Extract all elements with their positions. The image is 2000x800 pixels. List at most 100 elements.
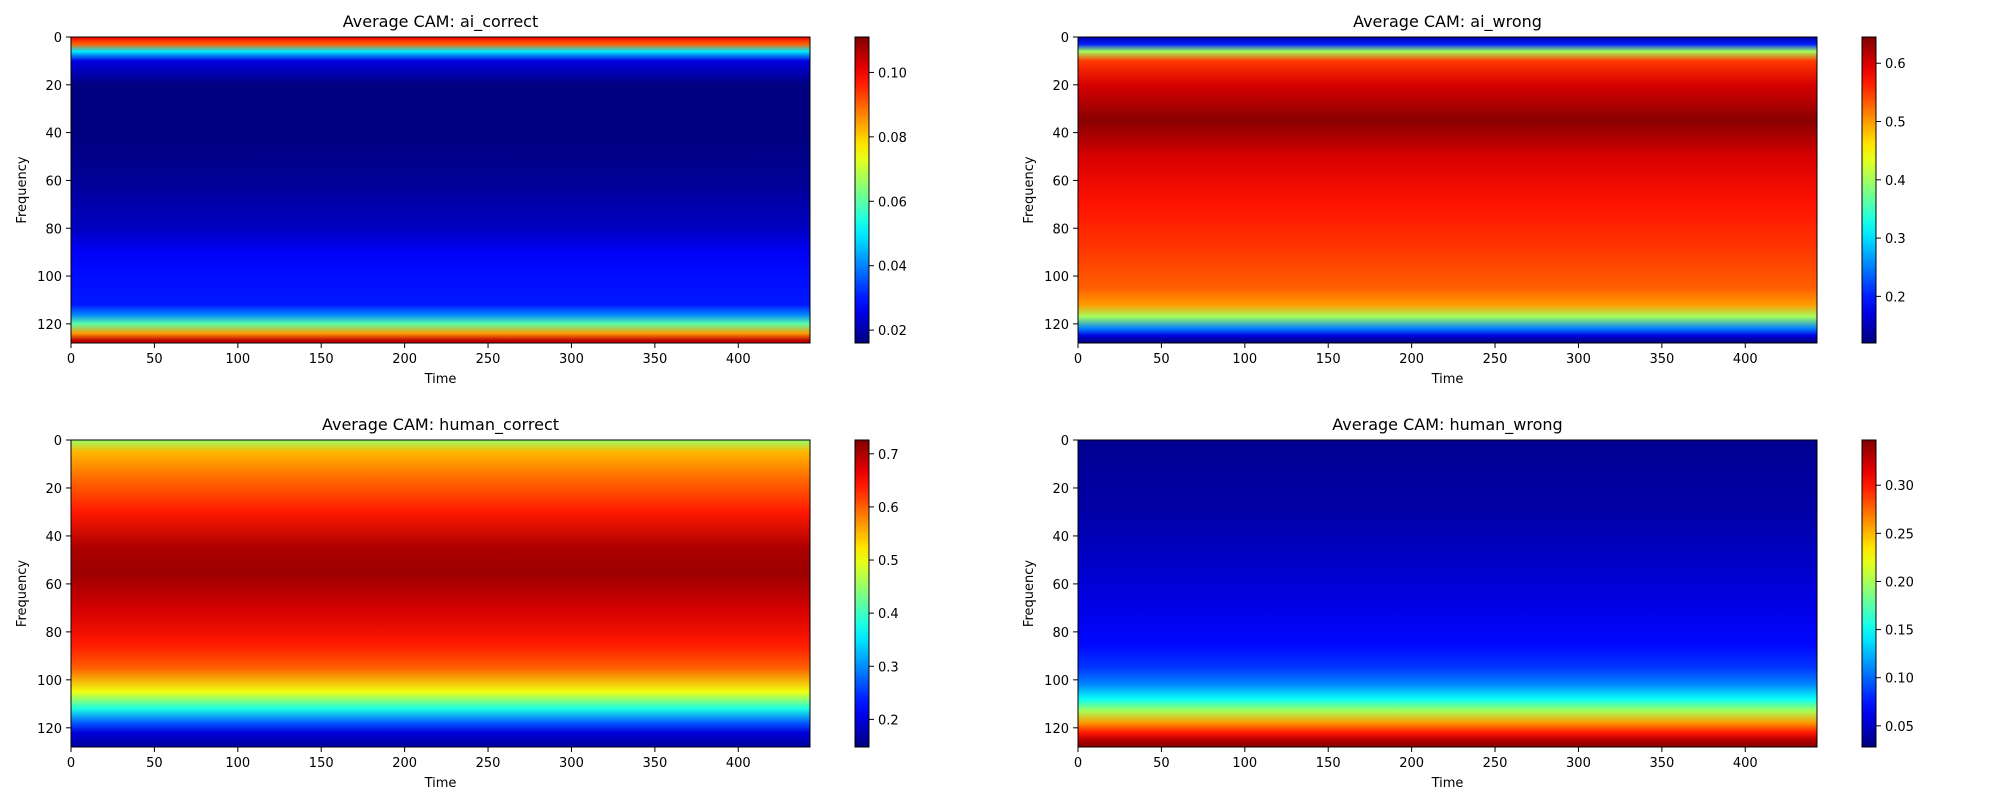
colorbar-tick-label: 0.6 bbox=[1885, 57, 1906, 72]
y-tick-label: 20 bbox=[45, 79, 62, 94]
y-axis-label: Frequency bbox=[1022, 156, 1037, 223]
y-tick-label: 40 bbox=[45, 530, 62, 545]
colorbar-tick-label: 0.2 bbox=[1885, 290, 1906, 305]
x-tick-label: 400 bbox=[1733, 352, 1758, 367]
x-tick-label: 300 bbox=[1566, 756, 1591, 771]
y-tick-label: 120 bbox=[1044, 722, 1069, 737]
heatmap-image bbox=[71, 37, 810, 343]
x-tick-label: 50 bbox=[1153, 756, 1170, 771]
colorbar-tick-label: 0.6 bbox=[878, 501, 899, 516]
y-axis-label: Frequency bbox=[15, 560, 30, 627]
y-tick-label: 20 bbox=[1052, 482, 1069, 497]
x-tick-label: 100 bbox=[1232, 756, 1257, 771]
axes-frame bbox=[70, 439, 811, 748]
x-tick-label: 250 bbox=[1483, 352, 1508, 367]
x-tick-label: 150 bbox=[309, 756, 334, 771]
y-tick-label: 60 bbox=[45, 174, 62, 189]
x-tick-label: 150 bbox=[309, 352, 334, 367]
subplot-4: Average CAM: human_wrong 0 50 100 150 200 250 3… bbox=[1022, 415, 1914, 791]
colorbar-tick-label: 0.5 bbox=[878, 554, 899, 569]
x-tick-label: 250 bbox=[1483, 756, 1508, 771]
colorbar bbox=[1861, 36, 1877, 344]
colorbar-tick-label: 0.02 bbox=[878, 324, 907, 339]
y-tick-label: 40 bbox=[1052, 530, 1069, 545]
y-tick-label: 80 bbox=[1052, 222, 1069, 237]
x-tick-label: 350 bbox=[1649, 352, 1674, 367]
y-tick-label: 120 bbox=[37, 722, 62, 737]
x-tick-label: 150 bbox=[1316, 756, 1341, 771]
x-tick-label: 350 bbox=[642, 352, 667, 367]
axes-frame bbox=[1077, 439, 1818, 748]
y-tick-label: 60 bbox=[1052, 174, 1069, 189]
y-tick-label: 100 bbox=[1044, 270, 1069, 285]
y-tick-label: 0 bbox=[1061, 31, 1069, 46]
y-tick-label: 0 bbox=[54, 31, 62, 46]
axes-frame bbox=[1077, 36, 1818, 344]
colorbar-tick-label: 0.25 bbox=[1885, 527, 1914, 542]
heatmap-image bbox=[1078, 440, 1817, 747]
heatmap-image bbox=[71, 440, 810, 747]
colorbar-tick-label: 0.3 bbox=[1885, 232, 1906, 247]
colorbar-tick-label: 0.15 bbox=[1885, 624, 1914, 639]
chart-title: Average CAM: ai_correct bbox=[343, 12, 538, 32]
x-tick-label: 0 bbox=[1074, 352, 1082, 367]
y-tick-label: 40 bbox=[1052, 127, 1069, 142]
colorbar-tick-label: 0.04 bbox=[878, 260, 907, 275]
y-tick-label: 0 bbox=[54, 434, 62, 449]
chart-title: Average CAM: human_wrong bbox=[1332, 415, 1562, 435]
colorbar bbox=[854, 439, 870, 748]
y-tick-label: 120 bbox=[37, 318, 62, 333]
colorbar-tick-label: 0.20 bbox=[1885, 575, 1914, 590]
x-tick-label: 300 bbox=[559, 352, 584, 367]
y-tick-label: 60 bbox=[45, 578, 62, 593]
x-tick-label: 200 bbox=[1399, 352, 1424, 367]
colorbar-tick-label: 0.10 bbox=[878, 66, 907, 81]
colorbar bbox=[854, 36, 870, 344]
x-tick-label: 350 bbox=[642, 756, 667, 771]
x-tick-label: 0 bbox=[67, 352, 75, 367]
y-axis-label: Frequency bbox=[1022, 560, 1037, 627]
colorbar-tick-label: 0.4 bbox=[878, 607, 899, 622]
colorbar-tick-label: 0.30 bbox=[1885, 479, 1914, 494]
x-tick-label: 400 bbox=[726, 352, 751, 367]
x-tick-label: 200 bbox=[1399, 756, 1424, 771]
colorbar-tick-label: 0.06 bbox=[878, 195, 907, 210]
x-tick-label: 350 bbox=[1649, 756, 1674, 771]
x-tick-label: 50 bbox=[1153, 352, 1170, 367]
x-tick-label: 400 bbox=[726, 756, 751, 771]
x-axis-label: Time bbox=[1431, 776, 1464, 791]
x-tick-label: 300 bbox=[1566, 352, 1591, 367]
heatmap-image bbox=[1078, 37, 1817, 343]
x-tick-label: 0 bbox=[67, 756, 75, 771]
y-tick-label: 80 bbox=[45, 222, 62, 237]
x-tick-label: 250 bbox=[476, 352, 501, 367]
y-tick-label: 80 bbox=[45, 626, 62, 641]
x-tick-label: 50 bbox=[146, 352, 163, 367]
colorbar-tick-label: 0.05 bbox=[1885, 720, 1914, 735]
y-tick-label: 0 bbox=[1061, 434, 1069, 449]
x-tick-label: 200 bbox=[392, 756, 417, 771]
y-tick-label: 20 bbox=[1052, 79, 1069, 94]
colorbar-tick-label: 0.4 bbox=[1885, 174, 1906, 189]
chart-title: Average CAM: ai_wrong bbox=[1353, 12, 1542, 32]
y-tick-label: 20 bbox=[45, 482, 62, 497]
y-tick-label: 40 bbox=[45, 127, 62, 142]
y-tick-label: 100 bbox=[1044, 674, 1069, 689]
x-tick-label: 100 bbox=[225, 352, 250, 367]
colorbar-tick-label: 0.3 bbox=[878, 660, 899, 675]
x-tick-label: 100 bbox=[1232, 352, 1257, 367]
colorbar-tick-label: 0.08 bbox=[878, 131, 907, 146]
chart-title: Average CAM: human_correct bbox=[322, 415, 559, 435]
x-axis-label: Time bbox=[424, 776, 457, 791]
y-axis-label: Frequency bbox=[15, 156, 30, 223]
colorbar-tick-label: 0.5 bbox=[1885, 116, 1906, 131]
y-tick-label: 60 bbox=[1052, 578, 1069, 593]
x-tick-label: 100 bbox=[225, 756, 250, 771]
y-tick-label: 80 bbox=[1052, 626, 1069, 641]
y-tick-label: 100 bbox=[37, 674, 62, 689]
colorbar-tick-label: 0.2 bbox=[878, 713, 899, 728]
colorbar bbox=[1861, 439, 1877, 748]
